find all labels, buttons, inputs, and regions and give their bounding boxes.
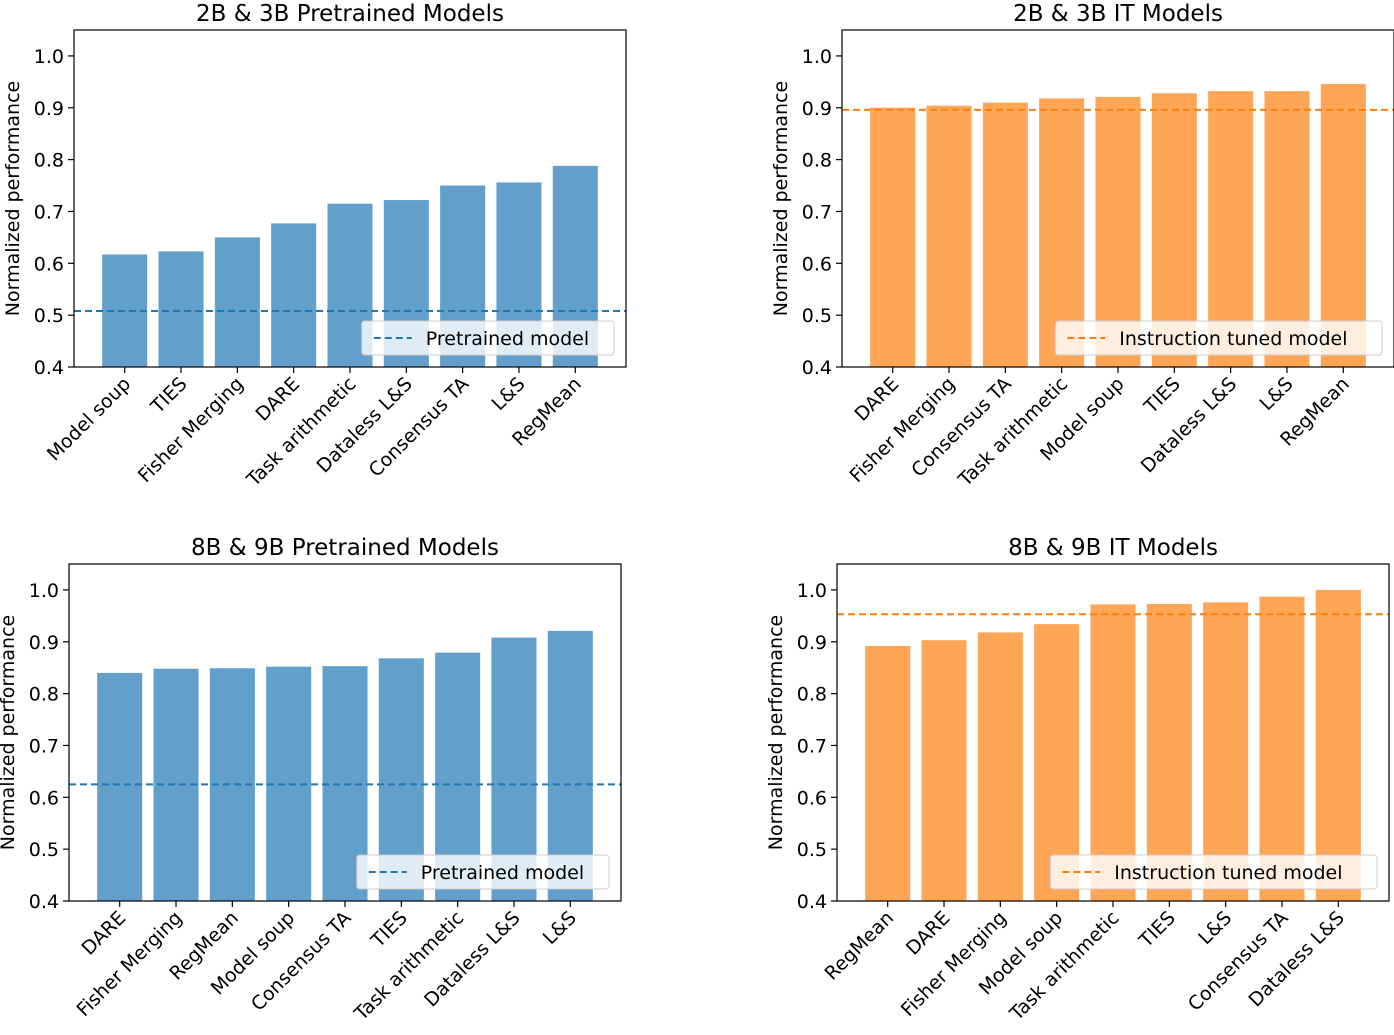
legend-label: Pretrained model	[421, 862, 584, 884]
y-tick-label: 1.0	[34, 46, 64, 68]
bar	[271, 223, 317, 367]
y-tick-label: 0.7	[802, 201, 832, 223]
bar	[97, 672, 143, 901]
y-tick-label: 0.6	[802, 253, 832, 275]
legend-box	[361, 320, 615, 356]
x-tick-label: Consensus TA	[1184, 907, 1293, 1016]
bar	[1320, 83, 1366, 368]
x-tick-label: Model soup	[43, 373, 135, 465]
bar	[1090, 604, 1136, 901]
y-tick-label: 0.4	[34, 357, 64, 379]
legend-box	[1049, 854, 1378, 890]
y-tick-label: 0.6	[29, 787, 59, 809]
chart-title: 8B & 9B IT Models	[1008, 535, 1218, 561]
y-tick-label: 0.8	[802, 150, 832, 172]
chart-title: 8B & 9B Pretrained Models	[191, 535, 499, 561]
y-tick-label: 0.8	[29, 684, 59, 706]
x-tick-label: L&S	[1194, 907, 1236, 949]
y-tick-label: 0.4	[797, 891, 827, 913]
chart-panel-1: 2B & 3B Pretrained Models Normalized perf…	[2, 1, 627, 492]
x-tick-label: Fisher Merging	[134, 373, 248, 487]
chart-panel-4: 8B & 9B IT Models Normalized performance 0…	[765, 535, 1390, 1026]
y-tick-label: 0.5	[34, 305, 64, 327]
x-tick-label: TIES	[366, 907, 411, 952]
y-tick-label: 0.9	[34, 98, 64, 120]
x-tick-label: Consensus TA	[247, 907, 356, 1016]
bar	[1146, 603, 1192, 901]
legend-box	[356, 854, 610, 890]
x-tick-label: TIES	[1139, 373, 1184, 418]
x-tick-label: Consensus TA	[365, 373, 474, 482]
y-tick-label: 0.9	[29, 632, 59, 654]
x-tick-label: TIES	[1134, 907, 1179, 952]
chart-panel-3: 8B & 9B Pretrained Models Normalized perf…	[0, 535, 622, 1026]
y-tick-label: 0.8	[797, 684, 827, 706]
x-tick-label: L&S	[487, 373, 529, 415]
x-tick-label: DARE	[902, 907, 955, 960]
bar	[921, 640, 967, 901]
y-axis-label: Normalized performance	[765, 615, 787, 850]
y-tick-label: 0.7	[34, 201, 64, 223]
bar	[1203, 602, 1249, 901]
chart-title: 2B & 3B Pretrained Models	[196, 1, 504, 27]
y-tick-label: 1.0	[29, 580, 59, 602]
y-axis-label: Normalized performance	[2, 81, 24, 316]
y-tick-label: 0.9	[802, 98, 832, 120]
y-tick-label: 0.5	[797, 839, 827, 861]
bar	[926, 105, 972, 368]
bar	[1315, 589, 1361, 901]
y-tick-label: 1.0	[797, 580, 827, 602]
legend-label: Instruction tuned model	[1119, 328, 1347, 350]
x-tick-label: Consensus TA	[907, 373, 1016, 482]
y-tick-label: 0.8	[34, 150, 64, 172]
y-axis-label: Normalized performance	[0, 615, 19, 850]
bar	[158, 251, 204, 367]
y-tick-label: 0.5	[29, 839, 59, 861]
bar	[982, 102, 1028, 367]
y-tick-label: 0.4	[29, 891, 59, 913]
y-tick-label: 0.5	[802, 305, 832, 327]
x-tick-label: L&S	[539, 907, 581, 949]
y-tick-label: 0.4	[802, 357, 832, 379]
x-tick-label: DARE	[851, 373, 904, 426]
y-tick-label: 0.6	[34, 253, 64, 275]
y-tick-label: 0.7	[797, 735, 827, 757]
legend-box	[1054, 320, 1383, 356]
x-tick-label: L&S	[1255, 373, 1297, 415]
x-tick-label: TIES	[146, 373, 191, 418]
bar	[214, 237, 260, 367]
bar	[977, 632, 1023, 901]
bar	[1259, 596, 1305, 901]
chart-panel-2: 2B & 3B IT Models Normalized performance 0…	[770, 1, 1394, 492]
legend-label: Pretrained model	[426, 328, 589, 350]
x-tick-label: DARE	[78, 907, 131, 960]
y-axis-label: Normalized performance	[770, 81, 792, 316]
bar	[870, 107, 916, 368]
chart-title: 2B & 3B IT Models	[1013, 1, 1223, 27]
y-tick-label: 0.6	[797, 787, 827, 809]
y-tick-label: 1.0	[802, 46, 832, 68]
bar	[865, 645, 911, 901]
y-tick-label: 0.7	[29, 735, 59, 757]
y-tick-label: 0.9	[797, 632, 827, 654]
legend-label: Instruction tuned model	[1114, 862, 1342, 884]
x-tick-label: RegMean	[821, 907, 899, 985]
x-tick-label: DARE	[252, 373, 305, 426]
